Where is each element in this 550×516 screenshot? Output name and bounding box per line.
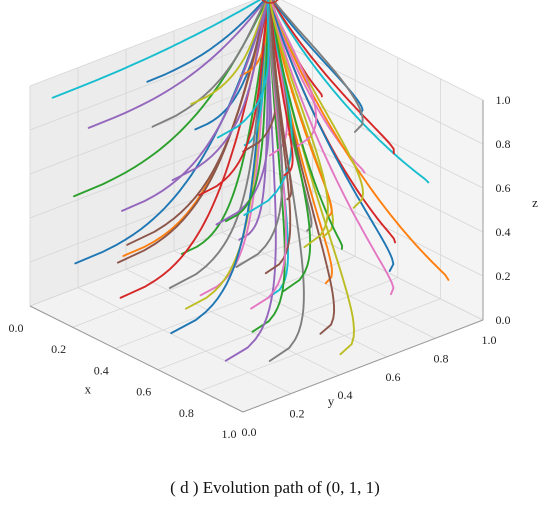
- series-line: [121, 0, 270, 212]
- z-tick-label: 0.6: [496, 181, 511, 195]
- y-tick-label: 0.4: [338, 388, 353, 402]
- series-line: [272, 0, 364, 133]
- grid-line: [115, 256, 356, 349]
- z-tick-label: 0.4: [496, 225, 511, 239]
- grid-line: [125, 268, 340, 376]
- x-axis-label: x: [85, 382, 92, 397]
- x-tick-label: 1.0: [222, 427, 237, 441]
- grid-line: [221, 232, 436, 339]
- grid-line: [269, 169, 484, 277]
- grid-line: [269, 213, 484, 321]
- grid-line: [269, 81, 484, 189]
- y-axis-line: [242, 319, 484, 413]
- grid-line: [157, 277, 398, 370]
- series-line: [269, 0, 318, 148]
- trajectories: [51, 0, 450, 362]
- x-axis-line: [29, 305, 244, 413]
- y-tick-label: 0.0: [242, 425, 257, 439]
- series-line: [269, 0, 344, 250]
- grid-line: [77, 287, 292, 394]
- y-tick-label: 0.2: [290, 407, 305, 421]
- z-tick-label: 0.2: [496, 269, 511, 283]
- floor-pane: [30, 214, 483, 412]
- grid-line: [29, 125, 271, 219]
- 3d-plot: 0.0 0.2 0.4 0.6 0.8 1.0 0.0 0.2 0.4 0.6 0.8 1.0 0.0 0…: [9, 0, 538, 441]
- equilibrium-marker: [261, 0, 279, 4]
- x-tick-label: 0.4: [94, 363, 109, 377]
- series-line: [269, 0, 293, 201]
- series-line: [51, 0, 262, 99]
- series-line: [270, 0, 395, 272]
- series-line: [87, 0, 267, 129]
- z-tick-label: 1.0: [496, 93, 511, 107]
- x-tick-label: 0.8: [179, 406, 194, 420]
- series-line: [126, 0, 270, 246]
- y-axis-label: y: [328, 393, 335, 408]
- grid-line: [200, 298, 441, 392]
- series-line: [269, 0, 395, 296]
- series-line: [190, 0, 269, 106]
- grid-line: [269, 125, 484, 233]
- x-tick-label: 0.0: [9, 321, 24, 335]
- series-line: [146, 0, 266, 83]
- series-line: [269, 0, 329, 249]
- series-line: [171, 0, 269, 182]
- tick-labels: 0.0 0.2 0.4 0.6 0.8 1.0 0.0 0.2 0.4 0.6 0.8 1.0 0.0 0…: [9, 93, 511, 441]
- y-tick-label: 0.8: [434, 351, 449, 365]
- series-line: [271, 0, 430, 184]
- grid-line: [29, 169, 271, 263]
- grid-line: [29, 37, 271, 131]
- grid-line: [173, 250, 388, 358]
- series-line: [235, 0, 284, 268]
- figure-caption: ( d ) Evolution path of (0, 1, 1): [170, 478, 380, 497]
- x-tick-label: 0.6: [136, 385, 151, 399]
- grid-line: [281, 0, 484, 101]
- series-line: [264, 0, 292, 275]
- series-line: [151, 0, 268, 128]
- series-line: [269, 0, 294, 177]
- y-tick-label: 1.0: [482, 333, 497, 347]
- x-tick-label: 0.2: [51, 342, 66, 356]
- left-back-pane: [30, 0, 270, 306]
- z-tick-label: 0.8: [496, 137, 511, 151]
- grid-line: [29, 81, 271, 175]
- z-axis-label: z: [532, 195, 538, 210]
- series-line: [198, 0, 270, 197]
- y-tick-label: 0.6: [386, 370, 401, 384]
- right-back-pane: [270, 0, 483, 320]
- series-line: [216, 0, 270, 139]
- series-line: [224, 0, 271, 223]
- grid-line: [72, 234, 313, 328]
- grid-line: [29, 213, 271, 307]
- series-line: [271, 0, 395, 155]
- grid-line: [29, 0, 256, 87]
- z-tick-label: 0.0: [496, 313, 511, 327]
